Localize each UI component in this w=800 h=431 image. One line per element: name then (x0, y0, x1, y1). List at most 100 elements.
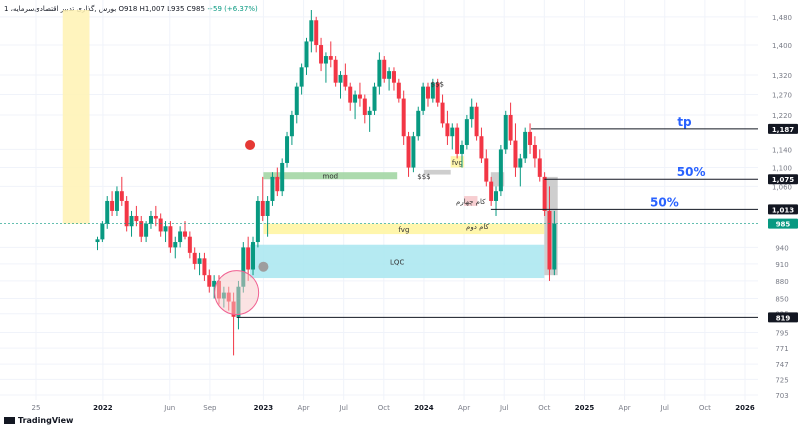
candle-body[interactable] (391, 71, 396, 83)
zone-label: fvg (452, 159, 463, 167)
candle-body[interactable] (163, 226, 168, 232)
candle-body[interactable] (251, 242, 256, 270)
candle-body[interactable] (304, 41, 309, 68)
candle-body[interactable] (187, 236, 192, 253)
x-axis-tick-label: 2024 (414, 404, 434, 412)
candle-body[interactable] (357, 94, 362, 99)
candle-body[interactable] (542, 176, 547, 211)
candle-body[interactable] (513, 140, 518, 168)
candle-body[interactable] (270, 176, 275, 201)
candle-body[interactable] (494, 191, 499, 201)
candle-body[interactable] (547, 210, 552, 270)
candle-body[interactable] (440, 102, 445, 124)
candle-body[interactable] (134, 215, 139, 222)
candle-body[interactable] (343, 74, 348, 87)
candle-body[interactable] (173, 242, 178, 248)
candle-body[interactable] (528, 131, 533, 145)
candle-body[interactable] (460, 144, 465, 154)
candle-body[interactable] (333, 59, 338, 83)
candle-body[interactable] (105, 200, 110, 224)
candle-body[interactable] (192, 252, 197, 264)
candle-body[interactable] (401, 98, 406, 137)
candle-body[interactable] (178, 231, 183, 243)
candle-body[interactable] (518, 158, 523, 168)
candle-body[interactable] (328, 56, 333, 60)
candle-body[interactable] (484, 158, 489, 182)
candle-body[interactable] (498, 149, 503, 192)
price-badge (768, 218, 798, 229)
tradingview-logo-text: TradingView (18, 416, 74, 425)
candle-body[interactable] (129, 215, 134, 227)
candle-body[interactable] (124, 200, 129, 227)
candle-body[interactable] (289, 114, 294, 137)
candle-body[interactable] (299, 67, 304, 87)
candle-body[interactable] (110, 200, 115, 211)
candle-body[interactable] (114, 191, 119, 211)
candle-body[interactable] (323, 56, 328, 64)
candle-body[interactable] (144, 223, 149, 237)
candle-body[interactable] (265, 200, 270, 216)
candle-body[interactable] (523, 131, 528, 159)
y-axis-tick-label: 1,100 (772, 165, 792, 173)
candle-body[interactable] (197, 258, 202, 264)
candle-body[interactable] (367, 110, 372, 115)
candle-body[interactable] (377, 59, 382, 87)
y-axis-tick-label: 1,270 (772, 92, 792, 100)
candle-body[interactable] (280, 162, 285, 192)
candle-body[interactable] (158, 218, 163, 232)
candle-body[interactable] (445, 123, 450, 137)
candle-body[interactable] (464, 119, 469, 145)
candle-body[interactable] (348, 86, 353, 103)
candle-body[interactable] (532, 144, 537, 159)
price-change: +59 (+6.37%) (207, 5, 258, 13)
candle-body[interactable] (202, 258, 207, 276)
candle-body[interactable] (421, 86, 426, 111)
candle-body[interactable] (319, 45, 324, 64)
candle-body[interactable] (416, 110, 421, 137)
candle-body[interactable] (450, 127, 455, 137)
candle-body[interactable] (479, 136, 484, 159)
candle-body[interactable] (285, 136, 290, 163)
ohlc-low: 935 (171, 5, 185, 13)
candle-body[interactable] (372, 86, 377, 111)
candle-body[interactable] (552, 223, 557, 270)
candle-body[interactable] (314, 20, 319, 46)
candle-body[interactable] (168, 226, 173, 248)
candle-body[interactable] (95, 239, 100, 243)
candle-body[interactable] (469, 106, 474, 120)
candle-body[interactable] (537, 158, 542, 177)
candle-body[interactable] (255, 200, 260, 243)
candle-body[interactable] (294, 86, 299, 115)
candle-body[interactable] (309, 20, 314, 42)
candle-body[interactable] (119, 191, 124, 201)
candle-body[interactable] (139, 221, 144, 237)
candle-body[interactable] (503, 114, 508, 150)
candle-body[interactable] (387, 71, 392, 79)
candle-body[interactable] (425, 86, 430, 99)
candle-body[interactable] (508, 114, 513, 141)
candle-body[interactable] (455, 127, 460, 154)
candle-body[interactable] (411, 136, 416, 168)
candle-body[interactable] (489, 181, 494, 201)
candle-body[interactable] (362, 98, 367, 115)
candle-body[interactable] (396, 82, 401, 99)
candle-body[interactable] (153, 215, 158, 219)
candle-body[interactable] (100, 223, 105, 240)
candle-body[interactable] (207, 275, 212, 287)
candle-body[interactable] (430, 82, 435, 99)
candle-body[interactable] (353, 94, 358, 103)
candle-body[interactable] (338, 74, 343, 83)
candle-body[interactable] (246, 247, 251, 270)
candle-body[interactable] (260, 200, 265, 216)
candle-body[interactable] (241, 247, 246, 287)
candle-body[interactable] (148, 215, 153, 224)
candle-body[interactable] (182, 231, 187, 237)
candle-body[interactable] (474, 106, 479, 137)
candle-body[interactable] (275, 176, 280, 192)
candle-body[interactable] (212, 280, 217, 287)
candle-body[interactable] (382, 59, 387, 79)
zone-supply (263, 172, 398, 180)
candle-body[interactable] (435, 82, 440, 103)
candle-body[interactable] (406, 136, 411, 168)
